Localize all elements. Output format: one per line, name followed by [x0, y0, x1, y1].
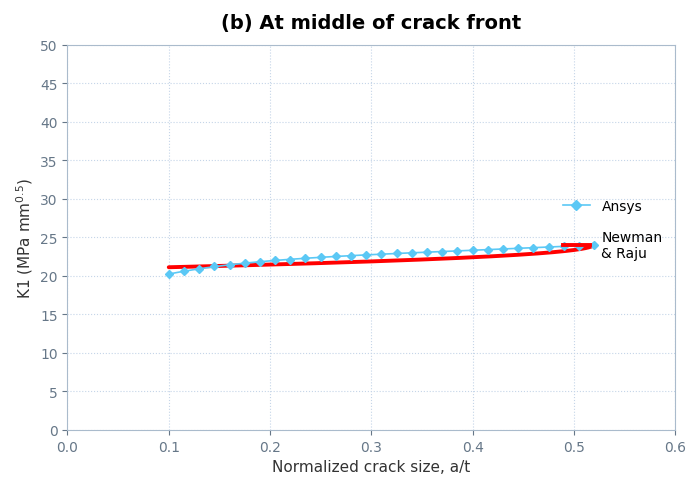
Y-axis label: K1 (MPa mm$^{0.5}$): K1 (MPa mm$^{0.5}$) — [14, 177, 34, 298]
X-axis label: Normalized crack size, a/t: Normalized crack size, a/t — [272, 459, 470, 474]
Title: (b) At middle of crack front: (b) At middle of crack front — [221, 14, 522, 33]
Legend: Ansys, Newman
& Raju: Ansys, Newman & Raju — [557, 194, 668, 266]
